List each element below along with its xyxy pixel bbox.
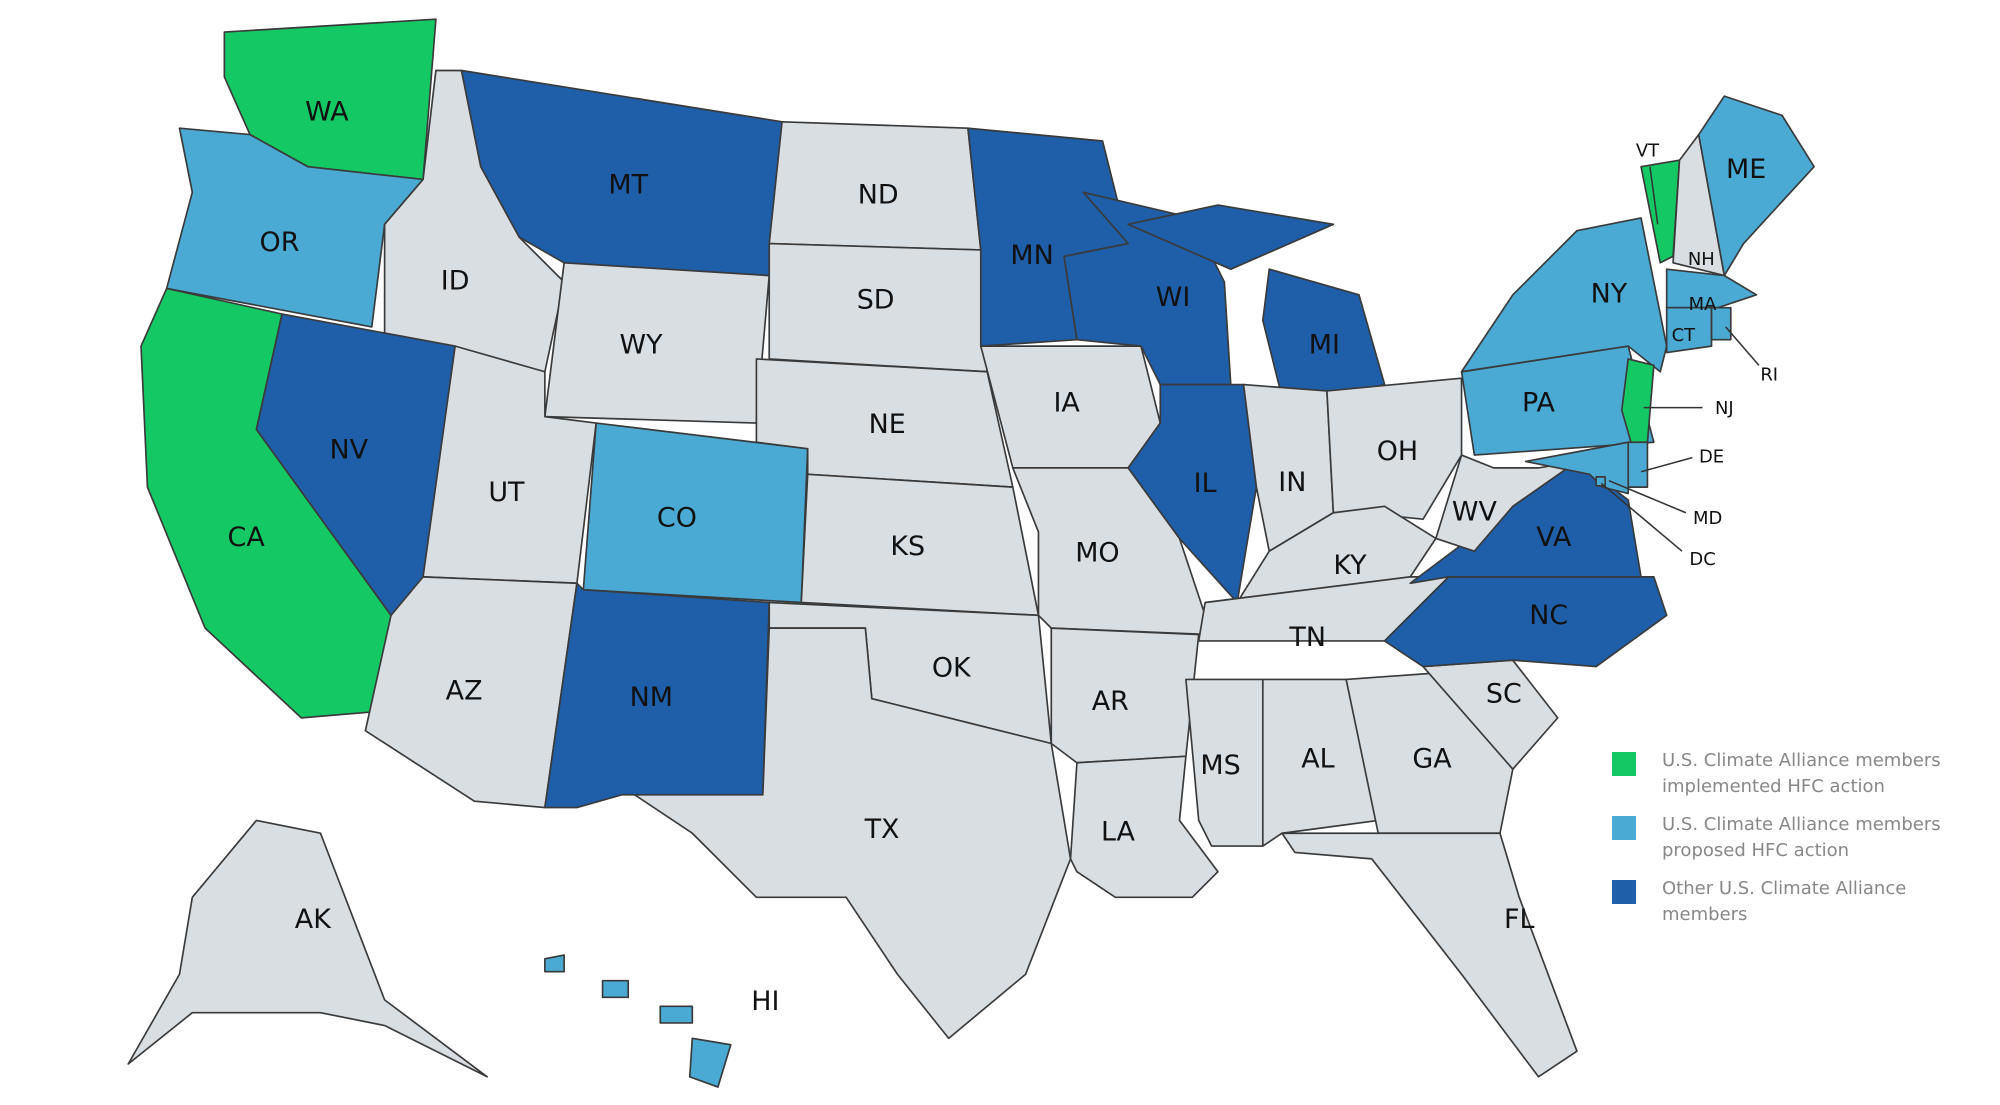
state-label: NJ — [1715, 398, 1734, 419]
state-label: MS — [1200, 750, 1240, 781]
state-label: MO — [1075, 537, 1119, 568]
state-label: ND — [858, 180, 899, 211]
state-label: LA — [1101, 817, 1136, 848]
state-label: NC — [1529, 600, 1568, 631]
state-label: IN — [1278, 467, 1306, 498]
state-hi — [544, 954, 565, 973]
leader-line — [1600, 482, 1683, 552]
state-label: CA — [228, 522, 266, 553]
legend-swatch-implemented — [1612, 752, 1636, 776]
state-label: PA — [1522, 387, 1556, 418]
state-label: GA — [1412, 744, 1452, 775]
state-ga — [1345, 672, 1514, 835]
state-mi — [1127, 204, 1335, 271]
state-label: OK — [932, 653, 972, 684]
state-label: IA — [1053, 387, 1080, 418]
state-ct — [1665, 306, 1713, 354]
state-label: VT — [1636, 140, 1660, 161]
state-label: OR — [260, 227, 300, 258]
legend-label: U.S. Climate Alliance members proposed H… — [1662, 814, 1941, 861]
state-label: FL — [1504, 904, 1534, 935]
state-label: NE — [869, 409, 906, 440]
state-hi — [601, 979, 630, 999]
legend-label: U.S. Climate Alliance members implemente… — [1662, 750, 1941, 797]
legend-item-implemented: U.S. Climate Alliance members implemente… — [1612, 748, 2000, 800]
state-label: MN — [1010, 240, 1053, 271]
state-label: HI — [751, 986, 779, 1017]
state-label: WY — [620, 330, 664, 361]
state-label: MT — [608, 169, 648, 200]
leader-line — [1640, 456, 1693, 473]
leader-line — [1608, 480, 1687, 514]
state-hi — [688, 1037, 732, 1088]
state-label: NM — [630, 682, 673, 713]
state-ri — [1710, 306, 1732, 341]
state-label: KS — [890, 531, 925, 562]
state-label: ME — [1726, 154, 1766, 185]
state-label: WI — [1156, 282, 1191, 313]
legend-item-other: Other U.S. Climate Alliance members — [1612, 876, 2000, 928]
legend: U.S. Climate Alliance members implemente… — [1612, 748, 2000, 940]
state-label: AK — [295, 904, 332, 935]
state-label: OH — [1377, 436, 1418, 467]
state-de — [1627, 441, 1649, 488]
state-al — [1261, 678, 1380, 847]
state-ny — [1460, 217, 1668, 373]
state-label: MA — [1689, 294, 1717, 315]
state-label: SC — [1486, 678, 1522, 709]
state-label: SD — [857, 285, 895, 316]
state-ms — [1185, 678, 1264, 847]
state-label: CT — [1672, 325, 1697, 346]
state-label: DE — [1699, 447, 1724, 468]
state-ak — [127, 819, 489, 1078]
leader-line — [1649, 166, 1659, 225]
state-hi — [659, 1005, 694, 1024]
state-label: NH — [1688, 249, 1715, 270]
state-label: AL — [1301, 744, 1334, 775]
state-label: TN — [1288, 622, 1326, 653]
legend-item-proposed: U.S. Climate Alliance members proposed H… — [1612, 812, 2000, 864]
state-label: RI — [1760, 365, 1778, 386]
state-label: WV — [1452, 496, 1498, 527]
state-label: WA — [305, 96, 349, 127]
state-label: TX — [864, 814, 900, 845]
legend-swatch-proposed — [1612, 816, 1636, 840]
leader-line — [1725, 326, 1760, 366]
state-tx — [633, 627, 1072, 1040]
legend-label: Other U.S. Climate Alliance members — [1662, 878, 1907, 925]
state-label: DC — [1689, 549, 1715, 570]
state-fl — [1281, 832, 1578, 1078]
state-la — [1069, 755, 1219, 899]
state-label: NV — [329, 435, 368, 466]
state-label: ID — [441, 266, 470, 297]
state-ma — [1665, 268, 1758, 309]
state-label: NY — [1591, 278, 1628, 309]
state-label: AR — [1092, 686, 1129, 717]
state-label: MD — [1693, 508, 1722, 529]
state-label: AZ — [446, 676, 483, 707]
state-label: MI — [1309, 330, 1340, 361]
state-label: IL — [1194, 468, 1217, 499]
state-label: UT — [488, 477, 525, 508]
state-label: CO — [657, 503, 697, 534]
state-label: KY — [1333, 550, 1367, 581]
state-label: VA — [1536, 522, 1572, 553]
legend-swatch-other — [1612, 880, 1636, 904]
